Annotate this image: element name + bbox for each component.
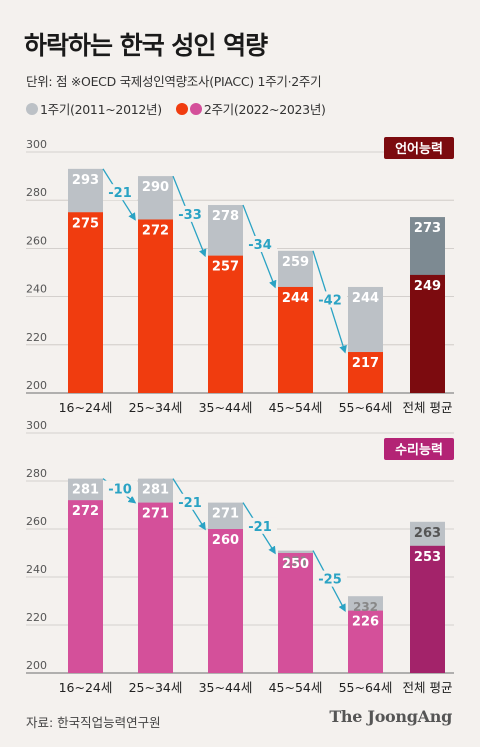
x-tick-label-numeracy-0: 16~24세 [59,680,113,695]
value-label-numeracy-cycle2-0: 272 [72,504,99,519]
value-label-numeracy-cycle1-2: 271 [212,507,239,522]
value-label-numeracy-cycle2-5: 253 [414,550,441,565]
x-tick-label-numeracy-3: 45~54세 [269,680,323,695]
publisher-logo: The JoongAng [329,707,452,726]
y-tick-label-numeracy-280: 280 [26,467,47,480]
y-tick-label-literacy-260: 260 [26,234,47,247]
x-tick-label-literacy-2: 35~44세 [199,400,253,415]
change-label-literacy-1: -33 [178,208,202,223]
change-label-bg-numeracy-0 [103,480,137,497]
bar-numeracy-cycle2-1 [138,502,173,673]
source-note: 자료: 한국직업능력연구원 [26,715,161,730]
change-label-numeracy-1: -21 [178,496,202,511]
value-label-literacy-cycle2-4: 217 [352,356,379,371]
x-tick-label-literacy-4: 55~64세 [339,400,393,415]
legend-cycle2-swatch-numeracy [189,102,202,115]
bar-numeracy-cycle2-0 [68,500,103,673]
value-label-numeracy-cycle1-4: 232 [353,600,378,614]
change-label-bg-numeracy-3 [313,570,347,587]
y-tick-label-numeracy-220: 220 [26,611,47,624]
value-label-numeracy-cycle1-1: 281 [142,483,169,498]
chart-subtitle: 단위: 점 ※OECD 국제성인역량조사(PIACC) 1주기·2주기 [26,74,322,89]
bar-numeracy-cycle2-3 [278,553,313,673]
x-tick-label-literacy-1: 25~34세 [129,400,183,415]
change-label-bg-literacy-0 [103,184,137,201]
value-label-numeracy-cycle2-2: 260 [212,533,239,548]
value-label-numeracy-cycle2-1: 271 [142,507,169,522]
value-label-literacy-cycle1-2: 278 [212,209,239,224]
value-label-literacy-cycle1-1: 290 [142,180,169,195]
change-label-literacy-2: -34 [248,238,272,253]
change-label-literacy-0: -21 [108,186,132,201]
change-label-bg-literacy-2 [243,235,277,252]
x-tick-label-literacy-3: 45~54세 [269,400,323,415]
x-tick-label-numeracy-4: 55~64세 [339,680,393,695]
value-label-numeracy-cycle2-3: 250 [282,557,309,572]
y-tick-label-literacy-240: 240 [26,283,47,296]
legend-cycle2-swatch-literacy [175,102,188,115]
y-tick-label-literacy-300: 300 [26,138,47,151]
value-label-literacy-cycle1-5: 273 [414,221,441,236]
change-label-bg-literacy-1 [173,205,207,222]
value-label-literacy-cycle1-0: 293 [72,173,99,188]
x-tick-label-literacy-0: 16~24세 [59,400,113,415]
page-title: 하락하는 한국 성인 역량 [24,31,268,60]
y-tick-label-literacy-220: 220 [26,331,47,344]
badge-literacy [384,137,454,159]
y-tick-label-literacy-200: 200 [26,379,47,392]
bar-literacy-cycle2-3 [278,286,313,393]
value-label-numeracy-cycle1-5: 263 [414,526,441,541]
value-label-numeracy-cycle2-4: 226 [352,615,379,630]
bar-literacy-cycle2-1 [138,219,173,393]
bar-literacy-cycle2-0 [68,212,103,393]
bar-numeracy-cycle2-4 [348,610,383,673]
value-label-literacy-cycle2-2: 257 [212,260,239,275]
value-label-literacy-cycle2-3: 244 [282,291,309,306]
x-tick-label-numeracy-1: 25~34세 [129,680,183,695]
value-label-literacy-cycle1-3: 259 [282,255,309,270]
bar-literacy-cycle2-2 [208,255,243,393]
x-tick-label-numeracy-5: 전체 평균 [403,680,453,695]
x-tick-label-numeracy-2: 35~44세 [199,680,253,695]
y-tick-label-numeracy-260: 260 [26,515,47,528]
change-label-bg-literacy-3 [313,291,347,308]
bar-numeracy-cycle2-2 [208,529,243,673]
badge-numeracy [384,438,454,460]
change-label-bg-numeracy-1 [173,493,207,510]
bar-literacy-cycle2-5 [410,274,445,393]
bar-literacy-cycle2-4 [348,352,383,393]
value-label-numeracy-cycle1-0: 281 [72,483,99,498]
legend-cycle1-swatch [26,102,38,115]
change-label-literacy-3: -42 [318,293,342,308]
change-label-numeracy-2: -21 [248,520,272,535]
value-label-literacy-cycle2-1: 272 [142,223,169,238]
change-label-numeracy-0: -10 [108,483,132,498]
legend: 1주기(2011~2012년) 2주기(2022~2023년) [26,99,326,118]
y-tick-label-numeracy-300: 300 [26,419,47,432]
value-label-literacy-cycle2-5: 249 [414,279,441,294]
badge-label-literacy: 언어능력 [395,141,443,157]
legend-cycle2-label: 2주기(2022~2023년) [203,102,326,117]
bar-numeracy-cycle2-5 [410,545,445,673]
change-label-numeracy-3: -25 [318,573,342,588]
x-tick-label-literacy-5: 전체 평균 [403,400,453,415]
value-label-numeracy-cycle1-3: 251 [283,555,308,569]
value-label-literacy-cycle1-4: 244 [352,291,379,306]
y-tick-label-numeracy-240: 240 [26,563,47,576]
y-tick-label-numeracy-200: 200 [26,659,47,672]
y-tick-label-literacy-280: 280 [26,186,47,199]
value-label-literacy-cycle2-0: 275 [72,216,99,231]
legend-cycle1-label: 1주기(2011~2012년) [40,102,162,117]
change-label-bg-numeracy-2 [243,517,277,534]
badge-label-numeracy: 수리능력 [395,442,443,458]
